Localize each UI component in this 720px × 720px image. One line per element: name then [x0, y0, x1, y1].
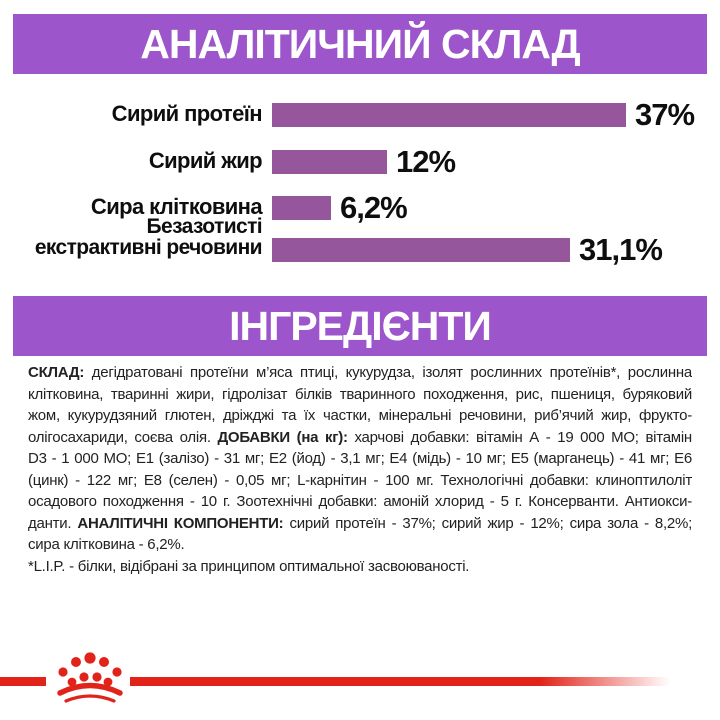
bar-value-nitrogen-free-extract: 31,1%	[579, 232, 663, 267]
bar-label-crude-fibre: Сира клітковина	[90, 194, 263, 219]
ingredients-line: данти. АНАЛІТИЧНІ КОМПОНЕНТИ: сирий прот…	[28, 514, 692, 532]
ingredients-line: олігосахариди, соєва олія. ДОБАВКИ (на к…	[28, 428, 692, 446]
bar-nitrogen-free-extract	[272, 238, 570, 262]
ingredients-line: клітковина, тваринні жири, гідролізат бі…	[28, 385, 692, 403]
ingredients-line: сира клітковина - 6,2%.	[28, 536, 185, 553]
brand-line-left	[0, 677, 46, 686]
ingredients-line: (цинк) - 122 мг; Е8 (селен) - 0,05 мг; L…	[28, 471, 692, 489]
ingredients-text: СКЛАД: дегідратовані протеїни м’яса птиц…	[28, 362, 692, 577]
ingredients-line: СКЛАД: дегідратовані протеїни м’яса птиц…	[28, 364, 692, 381]
brand-line-right	[130, 677, 670, 686]
bar-value-crude-protein: 37%	[635, 97, 695, 132]
ingredients-line: осадового походження - 10 г. Зоотехнічні…	[28, 493, 692, 510]
ingredients-header: ІНГРЕДІЄНТИ	[13, 296, 707, 356]
bar-crude-fibre	[272, 196, 331, 220]
analytical-composition-header: АНАЛІТИЧНИЙ СКЛАД	[13, 14, 707, 74]
royal-canin-crown-icon	[57, 652, 123, 703]
ingredients-title: ІНГРЕДІЄНТИ	[229, 302, 492, 349]
lip-footnote: *L.I.P. - білки, відібрані за принципом …	[28, 557, 470, 575]
ingredients-line: жом, кукурудзяний глютен, дріжджі та їх …	[28, 407, 692, 424]
bar-label-crude-protein: Сирий протеїн	[111, 101, 263, 126]
bar-value-crude-fibre: 6,2%	[340, 190, 408, 225]
bar-label-crude-fat: Сирий жир	[148, 148, 263, 173]
ingredients-line: D3 - 1 000 МО; Е1 (залізо) - 31 мг; Е2 (…	[28, 450, 692, 467]
bar-value-crude-fat: 12%	[396, 144, 456, 179]
bar-crude-fat	[272, 150, 387, 174]
bar-label-nitrogen-free-extract: Безазотисті екстрактивні речовини	[34, 215, 263, 259]
bar-crude-protein	[272, 103, 626, 127]
analytical-composition-title: АНАЛІТИЧНИЙ СКЛАД	[140, 20, 580, 67]
